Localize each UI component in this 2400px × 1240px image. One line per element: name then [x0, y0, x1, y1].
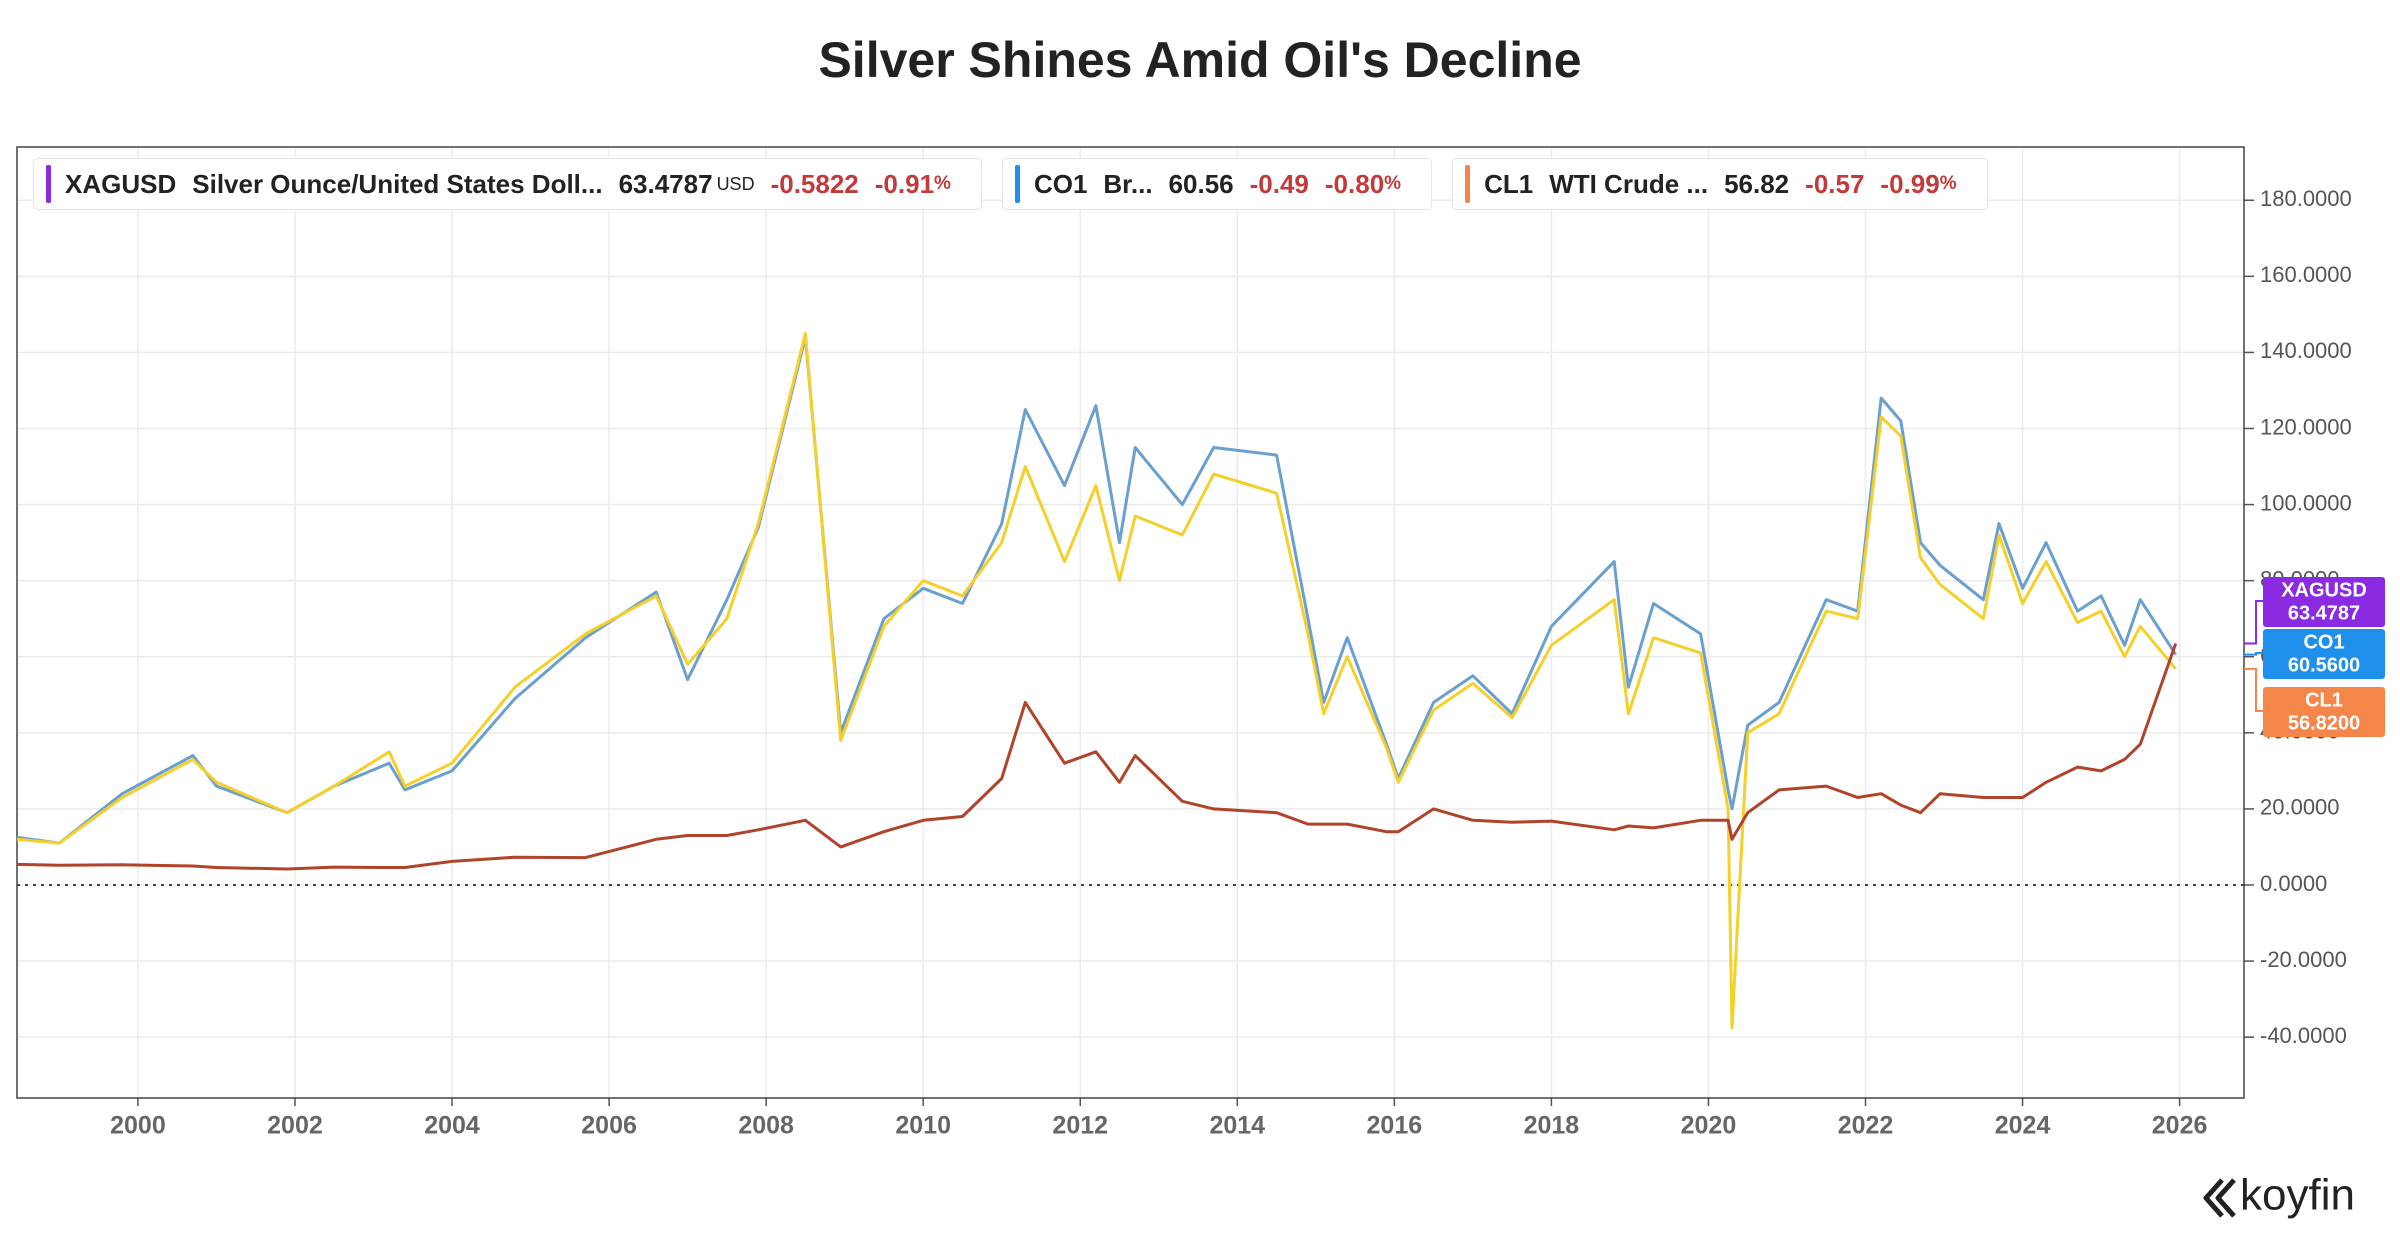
legend-pct-unit: % [1939, 173, 1957, 194]
legend-change: -0.57 [1805, 168, 1865, 199]
y-tick-label: 140.0000 [2260, 338, 2352, 363]
x-tick-label: 2026 [2152, 1112, 2208, 1140]
brand: koyfin [2240, 1171, 2355, 1220]
price-tag [2263, 577, 2385, 627]
x-tick-label: 2006 [581, 1112, 637, 1140]
legend-symbol: XAGUSD [65, 168, 177, 199]
legend-price: 56.82 [1724, 168, 1790, 199]
legend-change: -0.49 [1249, 168, 1309, 199]
y-tick-label: 160.0000 [2260, 262, 2352, 287]
price-tag-symbol: CO1 [2303, 631, 2344, 653]
price-tag-symbol: XAGUSD [2281, 579, 2367, 601]
x-tick-label: 2004 [424, 1112, 480, 1140]
legend-description: Silver Ounce/United States Doll... [192, 168, 603, 199]
legend-change-pct: -0.99 [1880, 168, 1940, 199]
legend-pct-unit: % [934, 173, 951, 194]
legend-description: Br... [1103, 168, 1153, 199]
y-tick-label: 0.0000 [2260, 871, 2327, 896]
series-line [16, 331, 2177, 1030]
x-tick-label: 2022 [1838, 1112, 1894, 1140]
legend-unit: USD [716, 173, 755, 194]
y-tick-label: 100.0000 [2260, 490, 2352, 515]
tag-connector [2244, 600, 2263, 645]
legend-change: -0.5822 [770, 168, 859, 199]
legend-pct-unit: % [1384, 173, 1402, 194]
logo-chevron [2203, 1178, 2224, 1218]
legend-price: 60.56 [1168, 168, 1234, 199]
legend-marker [1014, 165, 1020, 203]
x-tick-label: 2012 [1052, 1112, 1108, 1140]
tag-connector [2244, 652, 2263, 656]
legend-symbol: CL1 [1484, 168, 1534, 199]
price-tag-value: 60.5600 [2288, 654, 2360, 676]
legend: XAGUSD Silver Ounce/United States Doll...… [33, 158, 1988, 210]
legend-symbol: CO1 [1033, 168, 1088, 199]
legend-change-pct: -0.80 [1324, 168, 1385, 199]
x-tick-label: 2014 [1209, 1112, 1265, 1140]
tag-connector [2244, 667, 2263, 712]
x-tick-label: 2018 [1524, 1112, 1580, 1140]
price-tag [2263, 629, 2385, 679]
y-tick-label: 120.0000 [2260, 414, 2352, 439]
legend-change-pct: -0.91 [874, 168, 935, 199]
legend-item: CL1 WTI Crude ... 56.82 -0.57 -0.99% [1452, 158, 1988, 210]
x-tick-label: 2008 [738, 1112, 794, 1140]
y-tick-label: -20.0000 [2260, 947, 2347, 972]
series-line [16, 643, 2178, 871]
x-tick-label: 2016 [1367, 1112, 1423, 1140]
legend-item: CO1 Br... 60.56 -0.49 -0.80% [1001, 158, 1433, 210]
y-tick-label: -40.0000 [2260, 1023, 2347, 1048]
price-tag-value: 56.8200 [2288, 712, 2360, 734]
logo-chevron [2215, 1178, 2236, 1218]
koyfin-logo-icon [2203, 1178, 2236, 1218]
y-tick-label: 20.0000 [2260, 795, 2340, 820]
x-tick-label: 2000 [110, 1112, 166, 1140]
price-tag-value: 63.4787 [2288, 602, 2360, 624]
y-tick-label: 180.0000 [2260, 186, 2352, 211]
series-line [16, 335, 2177, 845]
x-tick-label: 2010 [895, 1112, 951, 1140]
x-tick-label: 2024 [1995, 1112, 2051, 1140]
legend-item: XAGUSD Silver Ounce/United States Doll...… [33, 158, 982, 210]
price-tag-symbol: CL1 [2305, 689, 2343, 711]
legend-marker [46, 165, 51, 203]
price-tag [2263, 687, 2385, 737]
legend-marker [1465, 165, 1471, 203]
legend-description: WTI Crude ... [1549, 168, 1709, 199]
chart-title: Silver Shines Amid Oil's Decline [818, 32, 1581, 88]
x-tick-label: 2020 [1681, 1112, 1737, 1140]
plot-border [16, 146, 2245, 1099]
legend-price: 63.4787 [618, 168, 713, 199]
x-tick-label: 2002 [267, 1112, 323, 1140]
